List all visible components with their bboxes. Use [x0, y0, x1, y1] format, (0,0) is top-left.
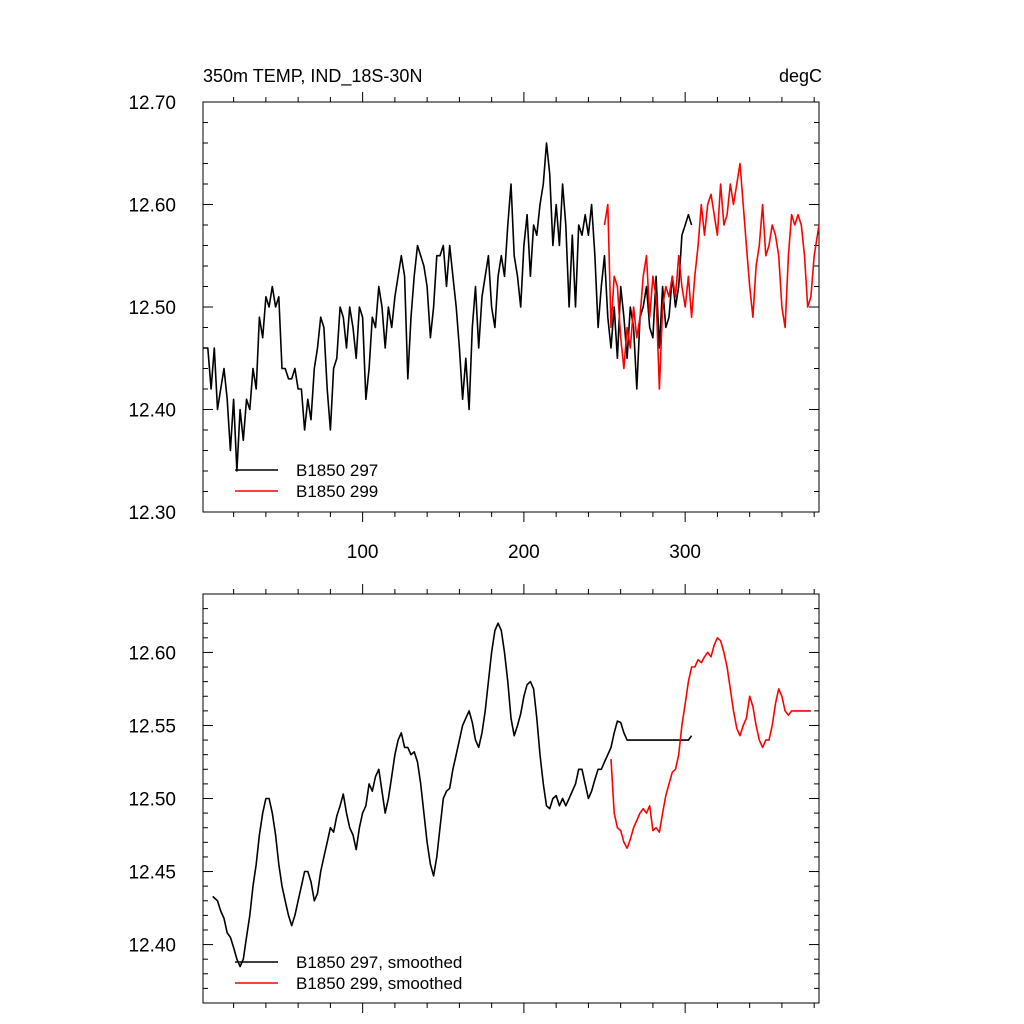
- top-chart-units: degC: [779, 66, 822, 86]
- y-tick-label: 12.50: [128, 298, 176, 319]
- top-chart-title: 350m TEMP, IND_18S-30N: [203, 66, 422, 87]
- y-tick-label: 12.40: [128, 936, 176, 957]
- bottom-legend: B1850 297, smoothed B1850 299, smoothed: [235, 953, 462, 993]
- legend-label-b1850-299: B1850 299: [296, 482, 378, 501]
- y-tick-label: 12.70: [128, 93, 176, 114]
- y-tick-label: 12.50: [128, 790, 176, 811]
- y-tick-label: 12.30: [128, 503, 176, 524]
- x-tick-label: 100: [347, 542, 379, 563]
- top-axis-ticks: 12.30 12.40 12.50 12.60 12.70 100 200 300: [128, 92, 819, 563]
- series-line-b1850-297-smoothed: [212, 622, 693, 968]
- bottom-series-layer: [212, 622, 811, 968]
- y-tick-label: 12.55: [128, 716, 176, 737]
- y-tick-label: 12.60: [128, 643, 176, 664]
- y-tick-label: 12.45: [128, 863, 176, 884]
- top-series-layer: [203, 142, 820, 472]
- x-tick-label: 200: [508, 542, 540, 563]
- x-tick-label: 300: [669, 542, 701, 563]
- top-panel: 350m TEMP, IND_18S-30N degC 12.3012.4012…: [128, 66, 822, 563]
- series-line-b1850-299: [603, 162, 820, 390]
- bottom-axis-ticks: 12.40 12.45 12.50 12.55 12.60: [128, 584, 819, 1013]
- y-tick-label: 12.60: [128, 196, 176, 217]
- bottom-plot-frame: [202, 593, 820, 1004]
- legend-label-b1850-299-smoothed: B1850 299, smoothed: [296, 974, 462, 993]
- legend-label-b1850-297-smoothed: B1850 297, smoothed: [296, 953, 462, 972]
- top-plot-frame: [202, 101, 820, 513]
- y-tick-label: 12.40: [128, 401, 176, 422]
- series-line-b1850-297: [203, 142, 693, 472]
- legend-label-b1850-297: B1850 297: [296, 461, 378, 480]
- series-line-b1850-299-smoothed: [610, 636, 811, 850]
- top-legend: B1850 297 B1850 299: [235, 461, 378, 501]
- bottom-panel: 12.40 12.45 12.50 12.55 12.60 B1850 297, smo…: [128, 584, 820, 1013]
